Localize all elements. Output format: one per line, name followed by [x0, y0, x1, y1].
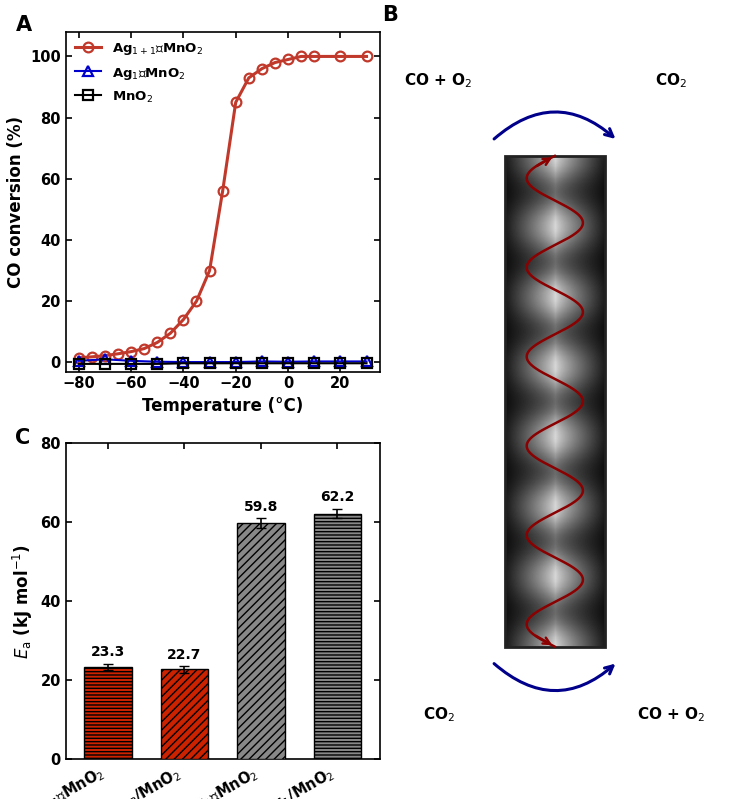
- Ag$_{1+1}$ⓔMnO$_2$: [258, 64, 266, 74]
- Ag$_{1+1}$ⓔMnO$_2$: [231, 97, 240, 107]
- Line: MnO$_2$: MnO$_2$: [74, 359, 372, 369]
- Ag$_{1+1}$ⓔMnO$_2$: [153, 338, 161, 348]
- Ag$_{1+1}$ⓔMnO$_2$: [179, 315, 188, 324]
- Ag$_{1+1}$ⓔMnO$_2$: [284, 54, 293, 64]
- Bar: [161, 670, 208, 759]
- Ag$_1$ⓔMnO$_2$: [74, 356, 83, 366]
- Ag$_{1+1}$ⓔMnO$_2$: [139, 344, 149, 353]
- MnO$_2$: [310, 359, 318, 368]
- Ag$_{1+1}$ⓔMnO$_2$: [192, 296, 201, 306]
- Bar: [314, 514, 361, 759]
- Text: 62.2: 62.2: [320, 491, 355, 504]
- MnO$_2$: [153, 359, 161, 368]
- Ag$_{1+1}$ⓔMnO$_2$: [362, 52, 371, 62]
- Line: Ag$_{1+1}$ⓔMnO$_2$: Ag$_{1+1}$ⓔMnO$_2$: [74, 52, 372, 363]
- Text: CO$_2$: CO$_2$: [423, 706, 455, 724]
- MnO$_2$: [258, 359, 266, 368]
- FancyBboxPatch shape: [385, 0, 721, 799]
- Ag$_1$ⓔMnO$_2$: [362, 356, 371, 366]
- Ag$_{1+1}$ⓔMnO$_2$: [114, 349, 123, 359]
- Text: 59.8: 59.8: [244, 499, 278, 514]
- Ag$_1$ⓔMnO$_2$: [179, 357, 188, 367]
- Ag$_{1+1}$ⓔMnO$_2$: [205, 266, 214, 276]
- Ag$_1$ⓔMnO$_2$: [258, 356, 266, 366]
- Ag$_{1+1}$ⓔMnO$_2$: [271, 58, 280, 67]
- Ag$_1$ⓔMnO$_2$: [284, 357, 293, 367]
- Ag$_{1+1}$ⓔMnO$_2$: [245, 73, 253, 82]
- Ag$_{1+1}$ⓔMnO$_2$: [166, 328, 174, 338]
- Ag$_1$ⓔMnO$_2$: [205, 357, 214, 367]
- Y-axis label: CO conversion (%): CO conversion (%): [7, 116, 25, 288]
- Text: CO$_2$: CO$_2$: [655, 71, 687, 89]
- MnO$_2$: [179, 359, 188, 368]
- Line: Ag$_1$ⓔMnO$_2$: Ag$_1$ⓔMnO$_2$: [74, 355, 372, 367]
- X-axis label: Temperature (°C): Temperature (°C): [142, 397, 303, 415]
- Ag$_{1+1}$ⓔMnO$_2$: [310, 52, 318, 62]
- Bar: [237, 523, 285, 759]
- MnO$_2$: [336, 359, 345, 368]
- Text: C: C: [15, 427, 31, 447]
- Ag$_{1+1}$ⓔMnO$_2$: [101, 351, 110, 360]
- Ag$_1$ⓔMnO$_2$: [336, 356, 345, 366]
- Text: CO + O$_2$: CO + O$_2$: [404, 71, 473, 89]
- Ag$_1$ⓔMnO$_2$: [310, 356, 318, 366]
- Text: B: B: [383, 5, 398, 25]
- Ag$_{1+1}$ⓔMnO$_2$: [336, 52, 345, 62]
- Ag$_{1+1}$ⓔMnO$_2$: [296, 52, 305, 62]
- MnO$_2$: [205, 359, 214, 368]
- Ag$_1$ⓔMnO$_2$: [231, 357, 240, 367]
- Bar: [84, 667, 131, 759]
- Bar: [504, 156, 605, 646]
- Legend: Ag$_{1+1}$ⓔMnO$_2$, Ag$_1$ⓔMnO$_2$, MnO$_2$: Ag$_{1+1}$ⓔMnO$_2$, Ag$_1$ⓔMnO$_2$, MnO$…: [69, 36, 208, 110]
- Ag$_1$ⓔMnO$_2$: [153, 357, 161, 367]
- Text: 22.7: 22.7: [167, 648, 201, 662]
- MnO$_2$: [362, 359, 371, 368]
- Text: 23.3: 23.3: [91, 646, 125, 659]
- Y-axis label: $E_{\mathrm{a}}$ (kJ mol$^{-1}$): $E_{\mathrm{a}}$ (kJ mol$^{-1}$): [11, 544, 35, 658]
- MnO$_2$: [101, 359, 110, 368]
- Ag$_1$ⓔMnO$_2$: [127, 356, 136, 366]
- MnO$_2$: [74, 359, 83, 368]
- MnO$_2$: [231, 359, 240, 368]
- Text: A: A: [15, 15, 31, 35]
- MnO$_2$: [127, 359, 136, 368]
- Text: CO + O$_2$: CO + O$_2$: [637, 706, 705, 724]
- MnO$_2$: [284, 359, 293, 368]
- Ag$_{1+1}$ⓔMnO$_2$: [127, 347, 136, 356]
- Ag$_{1+1}$ⓔMnO$_2$: [88, 352, 96, 362]
- Ag$_{1+1}$ⓔMnO$_2$: [74, 353, 83, 363]
- Ag$_1$ⓔMnO$_2$: [101, 355, 110, 364]
- Ag$_{1+1}$ⓔMnO$_2$: [218, 186, 227, 196]
